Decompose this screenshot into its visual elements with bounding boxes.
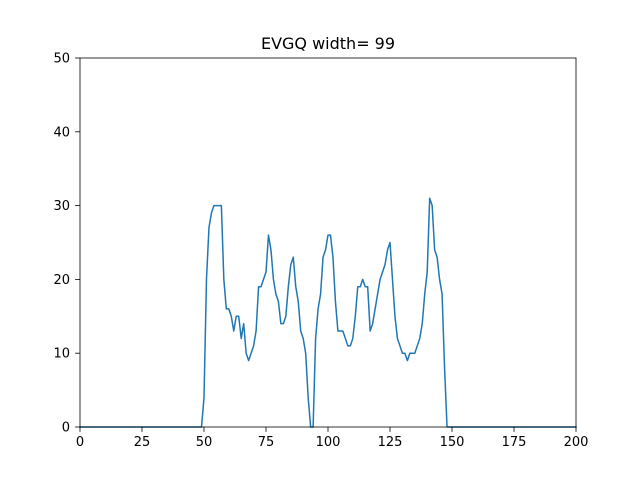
x-tick-label: 0: [76, 435, 84, 450]
x-tick-label: 175: [502, 435, 527, 450]
y-tick-label: 10: [53, 347, 70, 362]
x-axis: 0 25 50 75 100 125 150 175 200: [76, 427, 589, 450]
x-tick-label: 75: [258, 435, 275, 450]
x-tick-label: 25: [134, 435, 151, 450]
x-tick-label: 200: [564, 435, 589, 450]
x-tick-label: 125: [378, 435, 403, 450]
y-tick-label: 20: [53, 273, 70, 288]
y-tick-label: 40: [53, 125, 70, 140]
y-tick-label: 30: [53, 199, 70, 214]
x-tick-label: 50: [196, 435, 213, 450]
y-axis: 0 10 20 30 40 50: [53, 52, 80, 436]
chart-title: EVGQ width= 99: [261, 34, 395, 53]
x-tick-label: 100: [316, 435, 341, 450]
y-tick-label: 0: [62, 421, 70, 436]
x-tick-label: 150: [440, 435, 465, 450]
series-line-0: [79, 197, 577, 428]
y-tick-label: 50: [53, 52, 70, 67]
